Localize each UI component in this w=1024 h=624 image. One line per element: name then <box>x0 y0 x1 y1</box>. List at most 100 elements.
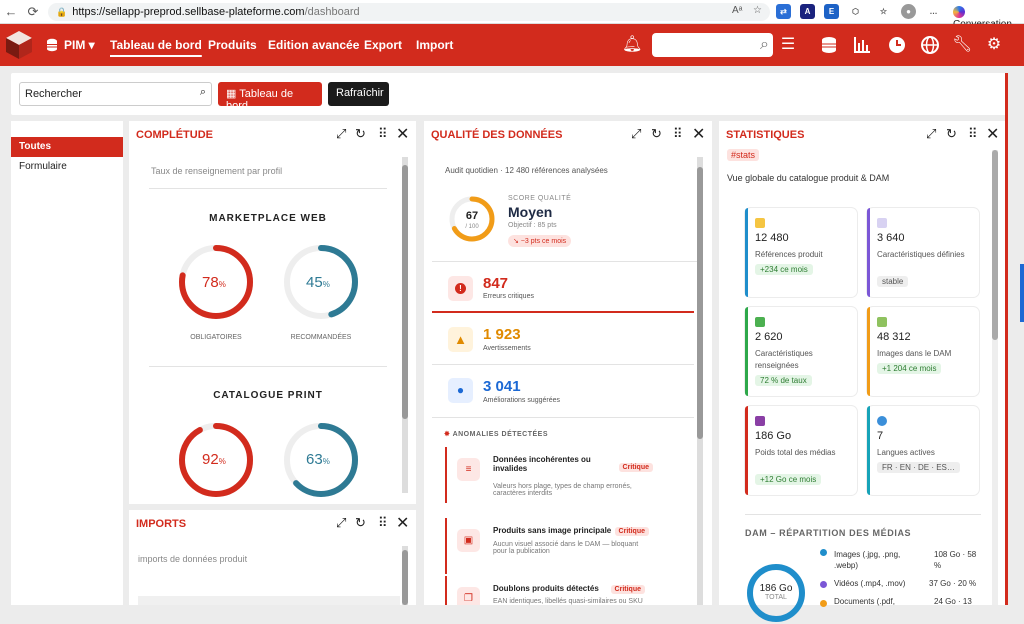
favorite-icon[interactable]: ☆ <box>753 5 762 16</box>
scrollbar-thumb[interactable] <box>402 550 408 605</box>
sidebar-item-toutes[interactable]: Toutes <box>11 137 123 157</box>
drag-handle-icon[interactable]: ⠿ <box>673 126 683 141</box>
duplicate-icon-bg: ❐ <box>457 587 480 605</box>
accent-bar <box>867 208 870 297</box>
bug-icon: ✸ <box>444 431 451 438</box>
critical-badge: Critique <box>610 585 645 594</box>
stats-tag: #stats <box>727 149 760 161</box>
stat-label: Images dans le DAM <box>877 349 952 358</box>
image-error-icon-bg: ▣ <box>457 529 480 552</box>
divider <box>432 417 694 418</box>
gauge-label: RECOMMANDÉES <box>290 334 352 341</box>
scrollbar[interactable] <box>402 546 408 605</box>
stat-label: Caractéristiques définies <box>877 250 965 259</box>
avatar[interactable]: ● <box>901 4 916 19</box>
score-rating: Moyen <box>508 204 553 220</box>
scrollbar[interactable] <box>402 157 408 493</box>
stat-badge: FR · EN · DE · ES… <box>877 462 960 473</box>
expand-icon[interactable]: ⤢ <box>336 515 347 530</box>
stat-value: 3 640 <box>877 232 905 244</box>
tag-icon <box>755 218 765 228</box>
gauge-obligatoires-web <box>179 245 253 319</box>
window-scrollbar-thumb[interactable] <box>1020 264 1024 322</box>
nav-import[interactable]: Import <box>416 38 454 52</box>
database-icon: ≡ <box>465 464 472 475</box>
clock-icon[interactable] <box>887 35 907 55</box>
stat-label: Caractéristiques renseignées <box>755 349 813 370</box>
search-icon[interactable]: ⌕ <box>760 36 769 53</box>
read-aloud-icon[interactable]: Aᵃ <box>732 5 743 16</box>
critical-badge: Critique <box>614 527 649 536</box>
scrollbar[interactable] <box>697 157 703 605</box>
tableau-de-bord-button[interactable]: ▦ Tableau de bord <box>218 82 322 112</box>
close-icon[interactable]: ✕ <box>692 126 706 143</box>
scrollbar-thumb[interactable] <box>992 150 998 340</box>
sellbase-logo-icon[interactable] <box>3 29 35 61</box>
anomaly-card[interactable]: ❐ Doublons produits détectés Critique EA… <box>445 576 693 605</box>
gear-icon[interactable]: ⚙ <box>986 36 1002 53</box>
drag-handle-icon[interactable]: ⠿ <box>378 126 388 141</box>
refresh-icon[interactable]: ↻ <box>651 126 662 141</box>
extension-icon[interactable]: E <box>824 4 839 19</box>
wrench-icon[interactable]: 🔧︎ <box>952 36 973 53</box>
audit-text: Audit quotidien · 12 480 références anal… <box>445 166 608 175</box>
close-icon[interactable]: ✕ <box>986 126 1000 143</box>
browser-bar: ← ⟳ 🔒 https://sellapp-preprod.sellbase-p… <box>0 0 1024 30</box>
extension-icon[interactable]: ⇄ <box>776 4 791 19</box>
stat-badge: +12 Go ce mois <box>755 474 822 485</box>
dashboard-search-input[interactable]: Rechercher ⌕ <box>19 82 212 106</box>
refresh-icon[interactable]: ↻ <box>355 515 366 530</box>
globe-icon <box>877 416 887 426</box>
refresh-icon[interactable]: ↻ <box>355 126 366 141</box>
improvement-icon-bg: ● <box>448 378 473 403</box>
puzzle-icon[interactable]: ⬡ <box>852 7 859 16</box>
anomaly-card[interactable]: ▣ Produits sans image principale Critiqu… <box>445 518 693 574</box>
pim-menu[interactable]: PIM ▾ <box>64 38 95 52</box>
anomaly-card[interactable]: ≡ Données incohérentes ou invalides Crit… <box>445 447 693 503</box>
refresh-icon[interactable]: ⟳ <box>27 4 39 19</box>
scrollbar-thumb[interactable] <box>697 167 703 439</box>
nav-edition-avancee[interactable]: Edition avancée <box>268 38 360 52</box>
dam-title: DAM – RÉPARTITION DES MÉDIAS <box>745 528 912 538</box>
globe-icon[interactable] <box>920 35 940 55</box>
drag-handle-icon[interactable]: ⠿ <box>968 126 978 141</box>
expand-icon[interactable]: ⤢ <box>336 126 347 141</box>
filter-sliders-icon[interactable]: ☰ <box>780 36 796 53</box>
scrollbar[interactable] <box>992 150 998 605</box>
close-icon[interactable]: ✕ <box>396 126 410 143</box>
scrollbar-thumb[interactable] <box>402 165 408 419</box>
search-icon[interactable]: ⌕ <box>199 86 206 98</box>
extension-icon[interactable]: A <box>800 4 815 19</box>
bell-icon[interactable]: 🔔︎ <box>622 36 643 53</box>
more-icon[interactable]: … <box>929 7 938 16</box>
back-icon[interactable]: ← <box>4 4 18 19</box>
sidebar-item-formulaire[interactable]: Formulaire <box>19 161 67 172</box>
gauge-value: 63% <box>306 451 330 468</box>
close-icon[interactable]: ✕ <box>396 515 410 532</box>
bar-chart-icon[interactable] <box>852 35 872 55</box>
stat-label: Poids total des médias <box>755 448 836 457</box>
rafraichir-button[interactable]: Rafraîchir <box>328 82 389 106</box>
refresh-icon[interactable]: ↻ <box>946 126 957 141</box>
database-icon <box>47 38 57 52</box>
top-search-input[interactable]: ⌕ <box>652 33 773 57</box>
address-bar[interactable]: 🔒 https://sellapp-preprod.sellbase-plate… <box>48 3 770 21</box>
nav-export[interactable]: Export <box>364 38 403 52</box>
stat-card: 48 312 Images dans le DAM +1 204 ce mois <box>867 307 979 396</box>
expand-icon[interactable]: ⤢ <box>631 126 642 141</box>
favorites-icon[interactable]: ☆ <box>879 7 888 16</box>
nav-tableau-de-bord[interactable]: Tableau de bord <box>110 38 202 52</box>
score-max: / 100 <box>465 224 479 230</box>
dam-item-name: Documents (.pdf, <box>834 597 895 606</box>
gauge-value: 78% <box>202 274 226 291</box>
nav-produits[interactable]: Produits <box>208 38 257 52</box>
errors-value: 847 <box>483 275 509 292</box>
accent-bar <box>745 307 748 396</box>
floppy-disk-icon <box>755 416 765 426</box>
database-icon[interactable] <box>819 35 839 55</box>
expand-icon[interactable]: ⤢ <box>926 126 937 141</box>
dam-total: 186 Go <box>759 583 793 594</box>
anomaly-title: Produits sans image principale <box>493 526 612 535</box>
drag-handle-icon[interactable]: ⠿ <box>378 515 388 530</box>
dashboard-toolbar: Rechercher ⌕ ▦ Tableau de bord Rafraîchir <box>11 73 1008 115</box>
